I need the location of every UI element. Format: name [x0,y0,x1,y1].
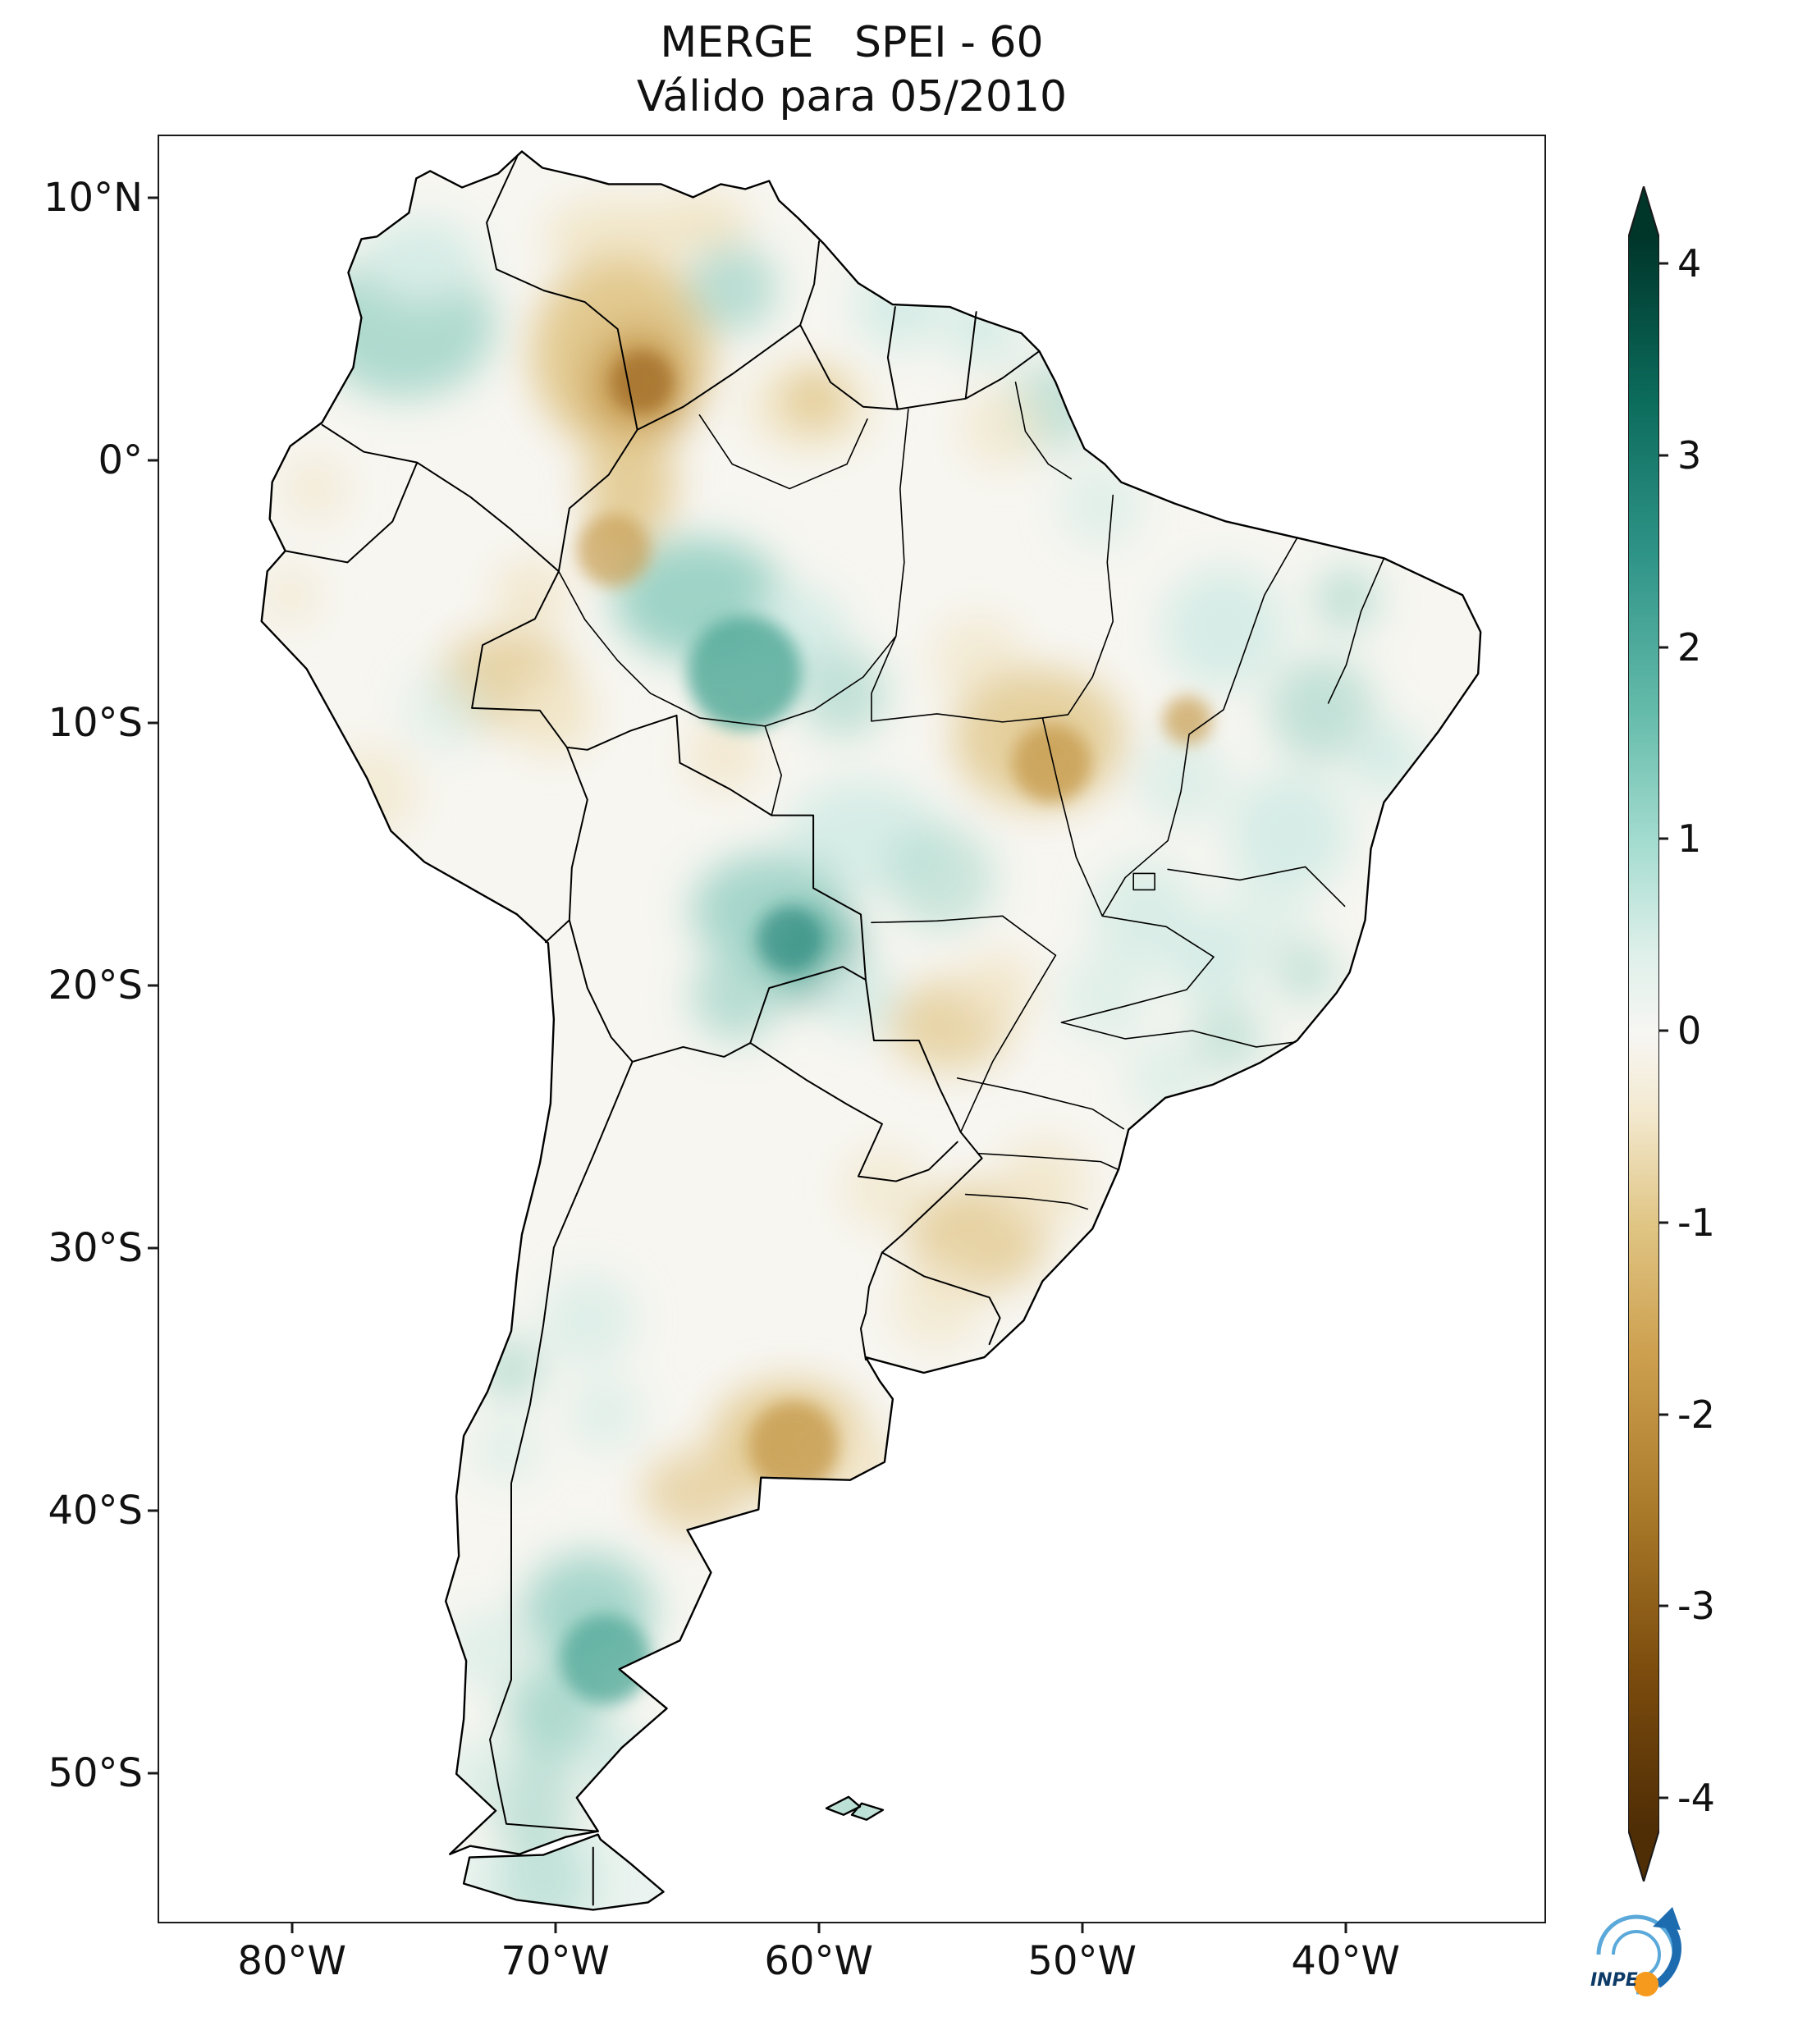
y-tick-mark [148,721,158,725]
logo-orange-dot [1634,1972,1658,1996]
y-tick-label: 50°S [48,1749,143,1796]
colorbar-tick-label: 4 [1677,241,1702,286]
y-tick-mark [148,1246,158,1250]
colorbar-tick-mark [1659,262,1668,265]
country-borders [284,156,1041,1906]
y-tick-mark [148,984,158,987]
colorbar-tick-label: -3 [1677,1584,1715,1629]
colorbar-tick-mark [1659,1413,1668,1415]
inpe-logo: INPE [1572,1902,1712,2025]
colorbar-tick-mark [1659,1604,1668,1607]
y-tick-label: 20°S [48,962,143,1008]
x-tick-label: 60°W [764,1938,873,1984]
y-tick-mark [148,1509,158,1512]
x-tick-label: 70°W [501,1938,610,1984]
logo-swirl-inner [1612,1930,1661,1979]
x-tick-label: 40°W [1291,1938,1400,1984]
y-tick-label: 10°N [43,174,143,221]
y-tick-mark [148,1772,158,1775]
y-tick-label: 0° [98,437,143,483]
state-borders [558,382,1385,1210]
south-america-spei-map [260,150,1482,1911]
colorbar-tick-label: 2 [1677,624,1702,670]
x-tick-mark [554,1923,557,1933]
x-tick-mark [291,1923,294,1933]
colorbar-tick-label: -1 [1677,1200,1715,1245]
colorbar-tick-label: 3 [1677,432,1702,478]
x-tick-label: 80°W [237,1938,346,1984]
colorbar-tick-mark [1659,1029,1668,1032]
colorbar-tick-mark [1659,1796,1668,1799]
y-tick-mark [148,196,158,199]
y-tick-label: 30°S [48,1224,143,1271]
colorbar-tick-mark [1659,646,1668,648]
figure-title: MERGE SPEI - 60 [660,18,1044,67]
logo-text: INPE [1590,1970,1638,1991]
x-tick-mark [1081,1923,1084,1933]
colorbar-tick-label: 1 [1677,816,1702,862]
colorbar-tick-mark [1659,837,1668,840]
y-tick-mark [148,459,158,462]
colorbar-tick-label: -2 [1677,1392,1715,1437]
figure-subtitle: Válido para 05/2010 [636,72,1068,121]
colorbar-tick-label: 0 [1677,1008,1702,1053]
colorbar-tick-mark [1659,454,1668,457]
logo-arrow-head [1653,1907,1681,1930]
y-tick-label: 10°S [48,699,143,746]
coastline [260,150,1482,1911]
colorbar [1627,183,1660,1885]
y-tick-label: 40°S [48,1487,143,1534]
colorbar-tick-label: -4 [1677,1776,1715,1820]
map-plot-area: INPE [158,135,1681,1996]
x-tick-mark [817,1923,821,1933]
x-tick-label: 50°W [1027,1938,1137,1984]
x-tick-mark [1344,1923,1347,1933]
colorbar-gradient [1627,183,1660,1885]
colorbar-tick-mark [1659,1221,1668,1224]
